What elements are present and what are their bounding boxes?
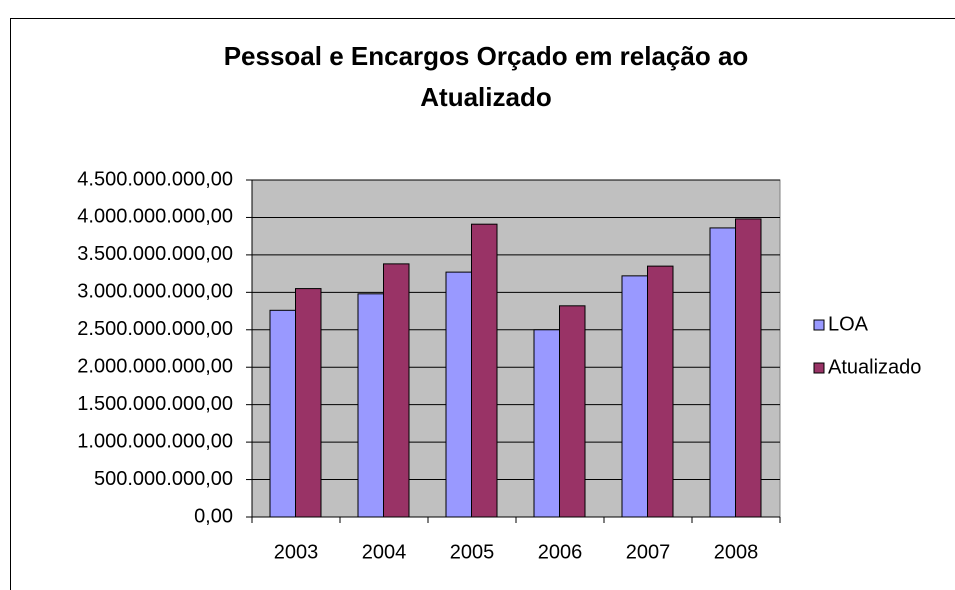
bar: [269, 309, 296, 518]
x-tick-label: 2004: [362, 541, 407, 563]
x-tick-label: 2003: [274, 541, 319, 563]
y-tick-label: 2.000.000.000,00: [77, 356, 233, 378]
x-tick-label: 2007: [626, 541, 671, 563]
chart-title: Atualizado: [420, 82, 551, 112]
x-tick-label: 2005: [450, 541, 495, 563]
y-tick-label: 0,00: [194, 505, 233, 527]
x-tick-label: 2008: [714, 541, 759, 563]
bar: [295, 288, 322, 518]
y-tick-label: 500.000.000,00: [94, 468, 233, 490]
bar: [445, 271, 472, 518]
bar: [559, 305, 586, 518]
y-tick-label: 1.500.000.000,00: [77, 393, 233, 415]
bar: [533, 329, 560, 518]
bar: [647, 265, 674, 518]
bar: [383, 263, 410, 518]
y-tick-label: 1.000.000.000,00: [77, 430, 233, 452]
chart-title: Pessoal e Encargos Orçado em relação ao: [224, 41, 749, 71]
plot-area: [251, 179, 781, 518]
bar: [709, 227, 736, 518]
legend-swatch: [813, 362, 825, 374]
y-tick-label: 3.000.000.000,00: [77, 281, 233, 303]
legend-label: LOA: [828, 313, 869, 335]
legend-swatch: [813, 319, 825, 331]
bar: [471, 223, 498, 518]
bar: [621, 275, 648, 518]
y-tick-label: 3.500.000.000,00: [77, 243, 233, 265]
y-tick-label: 2.500.000.000,00: [77, 318, 233, 340]
x-tick-label: 2006: [538, 541, 583, 563]
bar: [735, 218, 762, 518]
y-tick-label: 4.500.000.000,00: [77, 168, 233, 190]
legend-label: Atualizado: [828, 356, 921, 378]
y-tick-label: 4.000.000.000,00: [77, 206, 233, 228]
bar: [357, 293, 384, 518]
